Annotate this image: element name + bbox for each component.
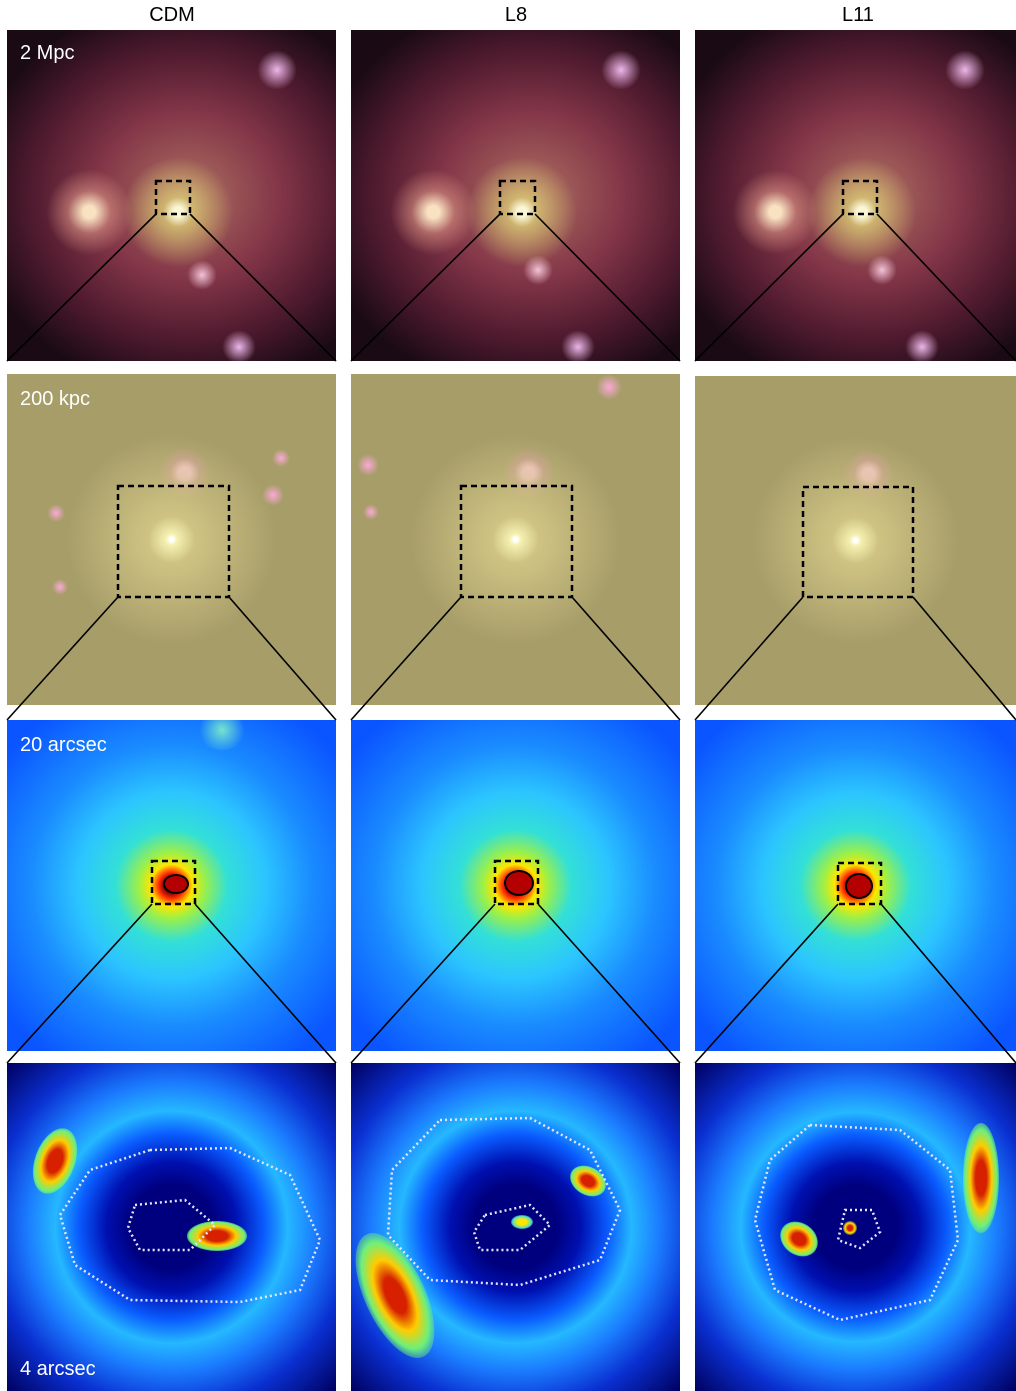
- panel-l11-4arcsec: [695, 1063, 1016, 1391]
- panel-l8-4arcsec: [351, 1063, 680, 1391]
- panel-l8-20arcsec: [351, 720, 680, 1051]
- lensed-arc: [773, 1214, 825, 1264]
- panel-l11-20arcsec: [695, 720, 1016, 1051]
- lensed-arc: [187, 1221, 247, 1251]
- scale-label-200kpc: 200 kpc: [20, 388, 91, 410]
- panel-l11-2mpc: [695, 30, 1016, 361]
- lensed-arc: [843, 1221, 857, 1235]
- scale-label-4arcsec: 4 arcsec: [20, 1358, 96, 1380]
- lensed-arc: [511, 1215, 533, 1229]
- panel-l11-200kpc: [695, 376, 1016, 705]
- column-title-cdm: CDM: [149, 4, 195, 26]
- panel-cdm-4arcsec: [7, 1063, 336, 1391]
- lensed-arc: [24, 1122, 86, 1200]
- lensed-arc: [963, 1123, 999, 1233]
- panel-l8-2mpc: [351, 30, 680, 361]
- panel-l8-200kpc: [351, 374, 680, 705]
- panel-cdm-200kpc: [7, 374, 336, 705]
- lensed-arc: [564, 1159, 612, 1203]
- scale-label-20arcsec: 20 arcsec: [20, 734, 107, 756]
- column-title-l11: L11: [842, 4, 874, 26]
- panel-cdm-2mpc: [7, 30, 336, 361]
- panel-cdm-20arcsec: [7, 720, 336, 1051]
- scale-label-2mpc: 2 Mpc: [20, 42, 75, 64]
- column-title-l8: L8: [504, 4, 528, 26]
- lensed-arc: [351, 1221, 451, 1370]
